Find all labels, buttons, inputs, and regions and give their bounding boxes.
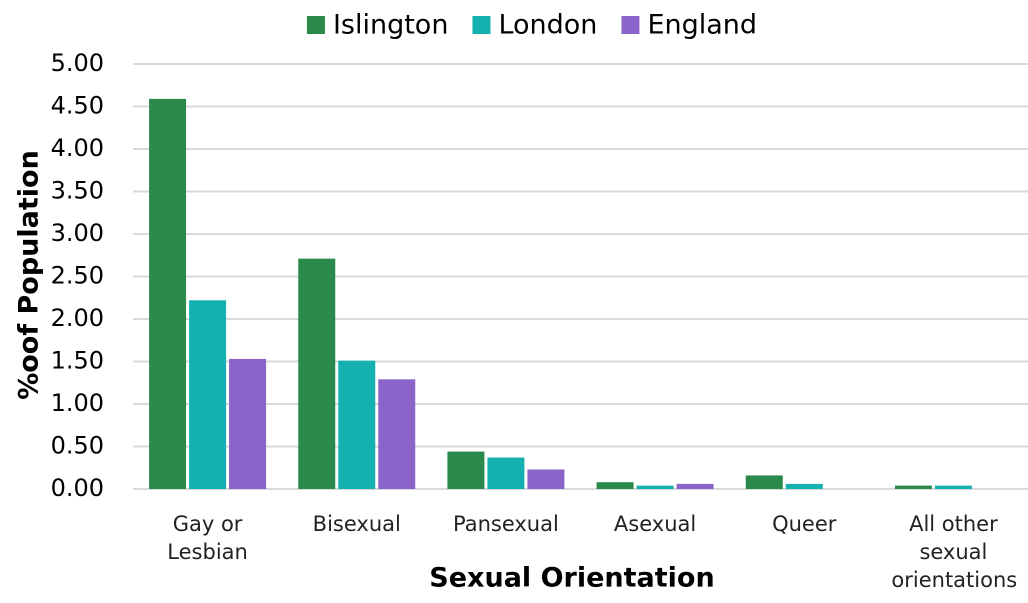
- legend-swatch: [621, 16, 640, 34]
- x-tick-label: Gay or Lesbian: [167, 512, 248, 564]
- legend-swatch: [472, 16, 491, 34]
- legend-label: England: [647, 10, 757, 41]
- bar: [298, 258, 336, 489]
- y-tick-label: 0.50: [51, 432, 104, 460]
- x-tick-label: Queer: [772, 512, 837, 536]
- y-tick-label: 0.00: [51, 474, 104, 502]
- legend-label: London: [498, 10, 597, 41]
- bar: [785, 483, 823, 489]
- y-tick-label: 3.50: [51, 177, 104, 205]
- y-axis-title: %oof Population: [14, 150, 45, 400]
- bar: [229, 358, 267, 489]
- legend-label: Islington: [333, 10, 449, 41]
- bar: [934, 485, 972, 489]
- y-tick-label: 2.00: [51, 304, 104, 332]
- bar: [338, 360, 376, 489]
- x-tick-label: All other sexual orientations: [891, 512, 1018, 592]
- y-tick-label: 3.00: [51, 219, 104, 247]
- bar: [189, 300, 227, 489]
- bar: [527, 469, 565, 489]
- x-tick-label: Pansexual: [452, 512, 559, 536]
- legend-swatch: [306, 16, 325, 34]
- bar: [378, 379, 416, 489]
- bar: [894, 485, 932, 489]
- x-tick-label: Bisexual: [312, 512, 401, 536]
- bar: [676, 483, 714, 489]
- bar: [447, 451, 485, 489]
- y-tick-label: 1.50: [51, 347, 104, 375]
- y-tick-label: 4.00: [51, 134, 104, 162]
- y-tick-label: 5.00: [51, 49, 104, 77]
- x-axis-title: Sexual Orientation: [429, 563, 714, 594]
- y-tick-label: 4.50: [51, 92, 104, 120]
- y-tick-label: 2.50: [51, 262, 104, 290]
- y-tick-label: 1.00: [51, 389, 104, 417]
- x-tick-label: Asexual: [613, 512, 697, 536]
- bar: [636, 485, 674, 489]
- bar: [745, 475, 783, 489]
- bar: [596, 482, 634, 489]
- bar: [487, 457, 525, 489]
- bar: [149, 98, 187, 489]
